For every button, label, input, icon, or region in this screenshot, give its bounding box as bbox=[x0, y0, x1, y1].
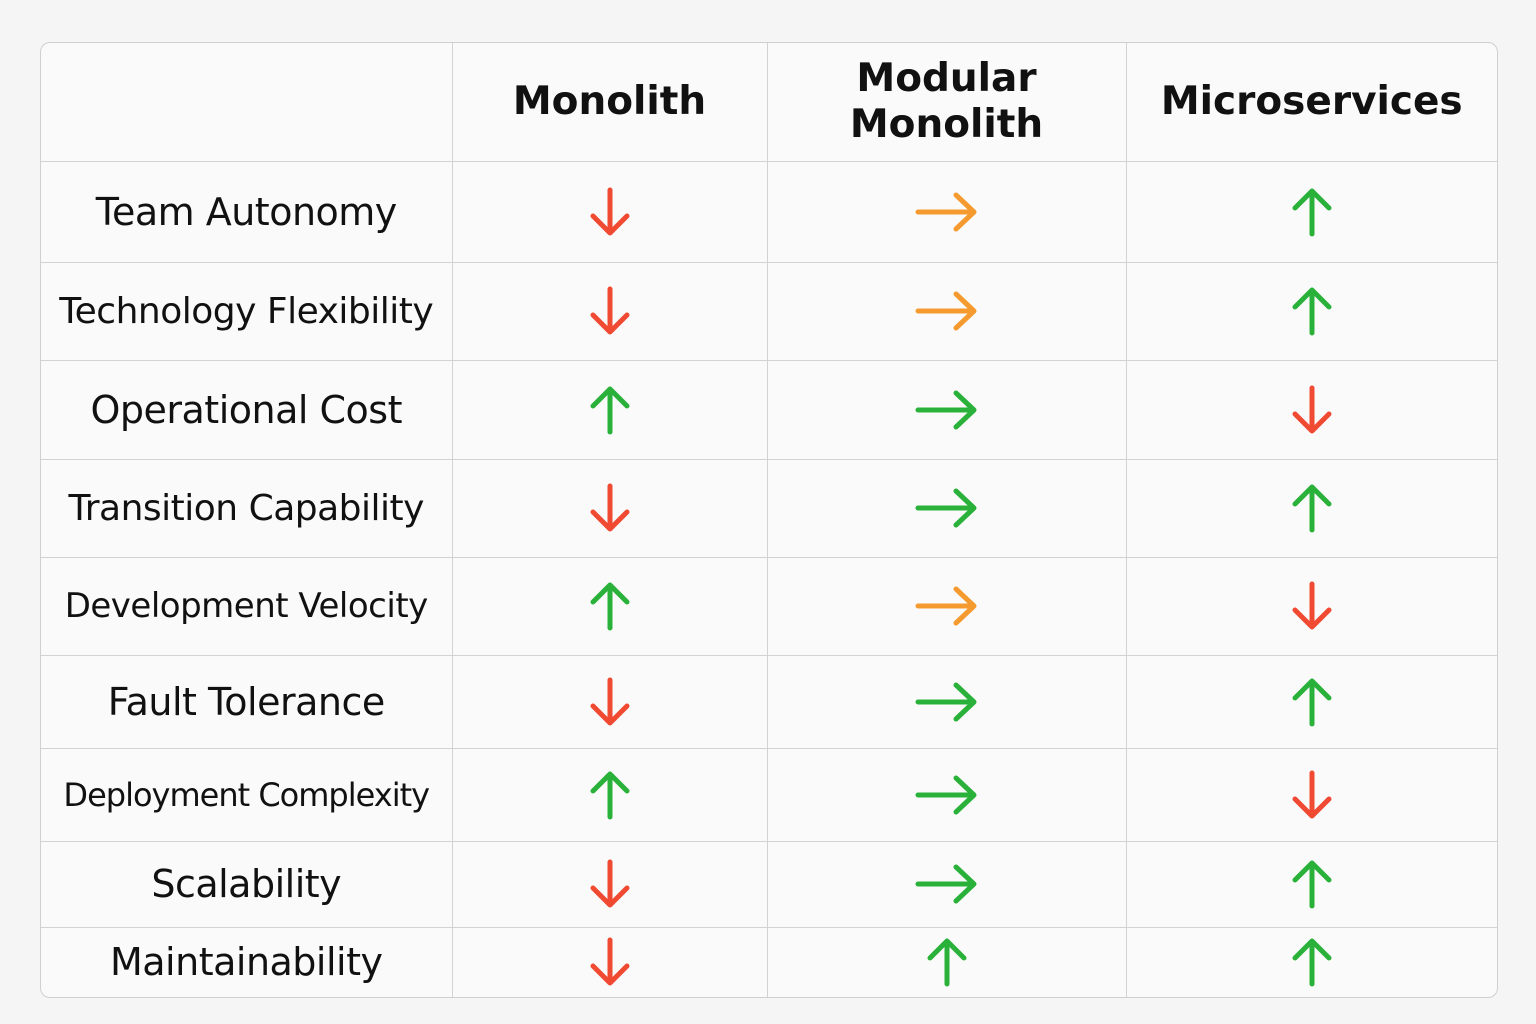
cell bbox=[766, 261, 1127, 361]
arrow-down bbox=[585, 186, 635, 238]
cell bbox=[451, 840, 768, 928]
arrow-up bbox=[585, 769, 635, 821]
table: Monolith Modular Monolith Microservices … bbox=[41, 43, 1497, 997]
arrow-up bbox=[1287, 858, 1337, 910]
cell bbox=[1125, 747, 1497, 842]
cell bbox=[1125, 840, 1497, 928]
row-label: Development Velocity bbox=[41, 556, 453, 656]
row: Scalability bbox=[41, 840, 1497, 928]
column-header: Modular Monolith bbox=[766, 43, 1127, 162]
arrow-up bbox=[1287, 936, 1337, 988]
row-label: Transition Capability bbox=[41, 458, 453, 558]
cell bbox=[451, 160, 768, 263]
arrow-right bbox=[914, 285, 980, 337]
row: Team Autonomy bbox=[41, 160, 1497, 263]
cell bbox=[766, 747, 1127, 842]
cell bbox=[1125, 458, 1497, 558]
cell bbox=[766, 458, 1127, 558]
row-label: Technology Flexibility bbox=[41, 261, 453, 361]
row-label: Operational Cost bbox=[41, 359, 453, 460]
row: Technology Flexibility bbox=[41, 261, 1497, 361]
arrow-up bbox=[585, 384, 635, 436]
header-row: Monolith Modular Monolith Microservices bbox=[41, 43, 1497, 162]
arrow-down bbox=[585, 676, 635, 728]
cell bbox=[766, 654, 1127, 749]
arrow-right bbox=[914, 384, 980, 436]
arrow-up bbox=[585, 580, 635, 632]
arrow-right bbox=[914, 186, 980, 238]
column-header: Microservices bbox=[1125, 43, 1497, 162]
cell bbox=[451, 654, 768, 749]
cell bbox=[1125, 654, 1497, 749]
arrow-right bbox=[914, 580, 980, 632]
row-label: Maintainability bbox=[41, 926, 453, 997]
row: Maintainability bbox=[41, 926, 1497, 997]
cell bbox=[766, 840, 1127, 928]
cell bbox=[451, 747, 768, 842]
arrow-right bbox=[914, 482, 980, 534]
cell bbox=[766, 556, 1127, 656]
cell bbox=[1125, 359, 1497, 460]
arrow-down bbox=[585, 285, 635, 337]
arrow-up bbox=[1287, 186, 1337, 238]
row-label: Team Autonomy bbox=[41, 160, 453, 263]
comparison-table: Monolith Modular Monolith Microservices … bbox=[40, 42, 1498, 998]
column-header: Monolith bbox=[451, 43, 768, 162]
arrow-up bbox=[922, 936, 972, 988]
cell bbox=[451, 926, 768, 997]
arrow-down bbox=[1287, 580, 1337, 632]
cell bbox=[451, 458, 768, 558]
row-label: Fault Tolerance bbox=[41, 654, 453, 749]
arrow-right bbox=[914, 769, 980, 821]
arrow-down bbox=[585, 858, 635, 910]
row: Deployment Complexity bbox=[41, 747, 1497, 842]
arrow-down bbox=[1287, 384, 1337, 436]
arrow-up bbox=[1287, 482, 1337, 534]
row-label: Scalability bbox=[41, 840, 453, 928]
cell bbox=[766, 926, 1127, 997]
cell bbox=[1125, 261, 1497, 361]
cell bbox=[451, 556, 768, 656]
row: Transition Capability bbox=[41, 458, 1497, 558]
arrow-down bbox=[1287, 769, 1337, 821]
row: Operational Cost bbox=[41, 359, 1497, 460]
cell bbox=[766, 160, 1127, 263]
cell bbox=[766, 359, 1127, 460]
cell bbox=[451, 261, 768, 361]
cell bbox=[451, 359, 768, 460]
cell bbox=[1125, 556, 1497, 656]
arrow-up bbox=[1287, 676, 1337, 728]
cell bbox=[1125, 926, 1497, 997]
arrow-up bbox=[1287, 285, 1337, 337]
arrow-down bbox=[585, 482, 635, 534]
arrow-right bbox=[914, 676, 980, 728]
cell bbox=[1125, 160, 1497, 263]
row: Development Velocity bbox=[41, 556, 1497, 656]
row-label: Deployment Complexity bbox=[41, 747, 453, 842]
arrow-right bbox=[914, 858, 980, 910]
row: Fault Tolerance bbox=[41, 654, 1497, 749]
arrow-down bbox=[585, 936, 635, 988]
corner-cell bbox=[41, 43, 453, 162]
